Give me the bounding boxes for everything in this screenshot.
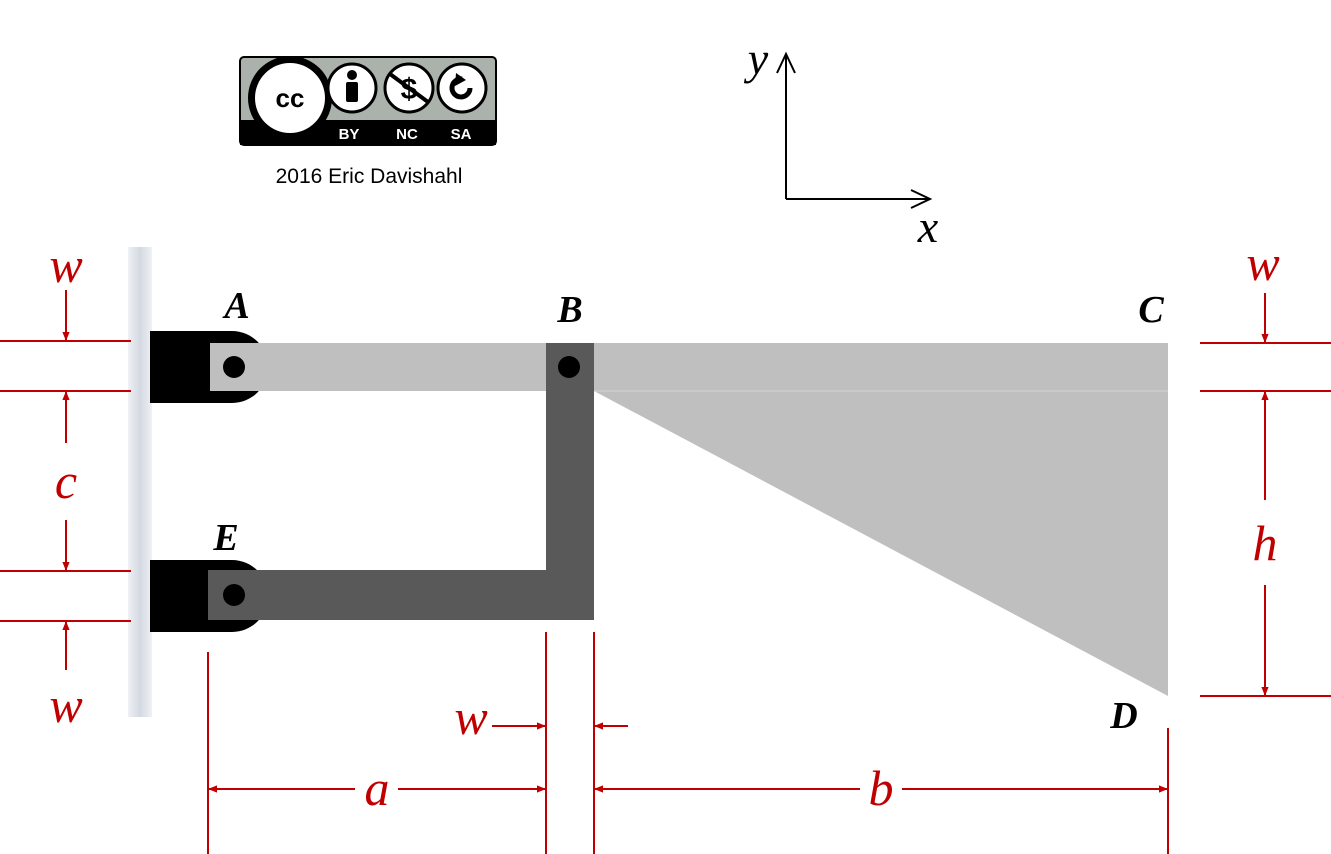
- license-nc: NC: [396, 126, 418, 143]
- member-bcd: [594, 343, 1168, 696]
- dim-label-a: a: [365, 760, 390, 816]
- point-label-d: D: [1109, 695, 1137, 737]
- cc-text: cc: [276, 83, 305, 113]
- person-icon: [326, 62, 378, 114]
- cc-icon: cc: [248, 56, 332, 140]
- credit-text: 2016 Eric Davishahl: [276, 165, 463, 188]
- share-alike-icon: [436, 62, 488, 114]
- license-badge: cc $ BY NC SA: [239, 56, 497, 146]
- dim-label-w-top-left: w: [49, 237, 82, 293]
- point-label-b: B: [556, 289, 582, 331]
- point-label-e: E: [212, 517, 238, 559]
- dim-label-b: b: [869, 760, 894, 816]
- dim-label-w-mid: w: [454, 689, 487, 745]
- member-be: [208, 343, 594, 620]
- no-dollar-icon: $: [383, 62, 435, 114]
- license-sa: SA: [451, 126, 472, 143]
- dim-label-w-top-right: w: [1246, 235, 1279, 291]
- coordinate-axes: y x: [744, 33, 939, 252]
- pin-b: [558, 356, 580, 378]
- x-axis-label: x: [917, 201, 939, 252]
- pin-e: [223, 584, 245, 606]
- pin-a: [223, 356, 245, 378]
- member-ab: [210, 343, 546, 391]
- dim-label-w-bottom-left: w: [49, 677, 82, 733]
- license-by: BY: [339, 126, 360, 143]
- wall: [128, 247, 152, 717]
- dim-label-h: h: [1253, 515, 1278, 571]
- point-label-a: A: [222, 285, 249, 327]
- dim-label-c: c: [55, 453, 77, 509]
- point-label-c: C: [1138, 289, 1164, 331]
- y-axis-label: y: [744, 33, 769, 84]
- dimension-lines: [0, 290, 1331, 854]
